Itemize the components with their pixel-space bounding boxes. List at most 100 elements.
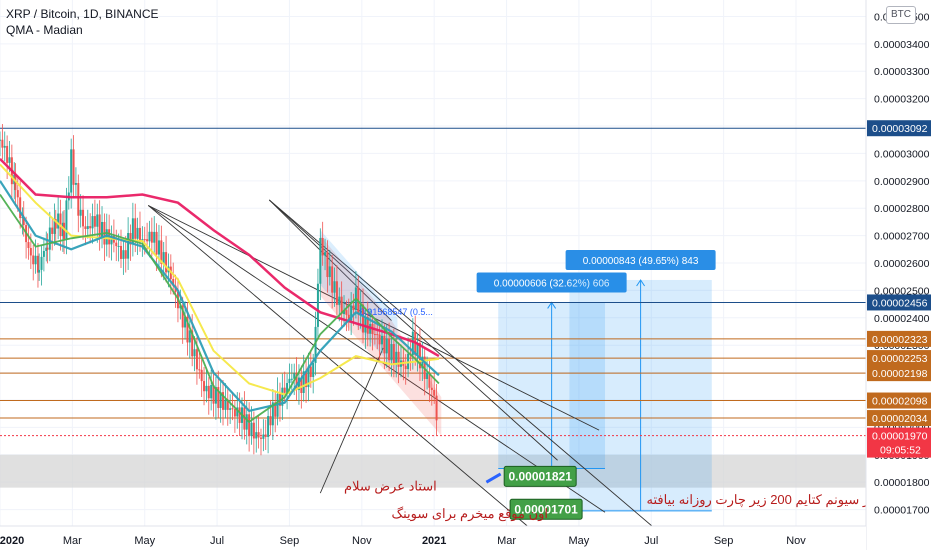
- candle-body: [364, 316, 367, 333]
- candle-body: [146, 239, 149, 242]
- candle-body: [416, 342, 419, 356]
- x-tick-label: Sep: [280, 535, 300, 547]
- level-tag-bg: [867, 427, 931, 444]
- candle-body: [188, 330, 191, 343]
- candle-body: [255, 432, 258, 439]
- candle-body: [333, 281, 336, 293]
- candle-body: [219, 392, 222, 408]
- trend-line: [268, 199, 659, 532]
- trend-lines: [147, 199, 659, 532]
- y-tick-label: 0.00002900: [874, 176, 930, 188]
- candle-body: [305, 371, 308, 388]
- candle-body: [385, 338, 388, 354]
- symbol-title[interactable]: XRP / Bitcoin, 1D, BINANCE: [6, 7, 159, 21]
- candle-body: [195, 349, 198, 370]
- candle-body: [395, 351, 398, 365]
- x-tick-label: Nov: [786, 535, 806, 547]
- candle-body: [433, 389, 436, 396]
- highlight-zone: [0, 454, 866, 488]
- candle-body: [428, 372, 431, 388]
- candle-body: [162, 252, 165, 264]
- candle-body: [93, 216, 96, 227]
- grid-lines: [0, 0, 866, 526]
- candle-body: [27, 242, 30, 248]
- x-tick-label: 2021: [422, 535, 446, 547]
- candle-body: [34, 255, 37, 265]
- candle-body: [222, 392, 225, 410]
- projection-label-2: 0.00000843 (49.65%) 843: [583, 256, 699, 267]
- y-tick-label: 0.00001700: [874, 505, 930, 517]
- level-tag: 0.00002034: [872, 413, 928, 425]
- level-tag: 0.00002456: [872, 297, 928, 309]
- candle-body: [1, 139, 4, 148]
- candle-body: [376, 334, 379, 336]
- projection-arrowhead-2: [636, 279, 646, 287]
- candle-body: [338, 296, 341, 305]
- x-tick-label: Sep: [714, 535, 734, 547]
- trend-line: [147, 205, 535, 532]
- candle-body: [274, 402, 277, 417]
- candle-body: [307, 366, 310, 388]
- candle-body: [124, 250, 127, 259]
- candle-body: [89, 226, 92, 229]
- countdown-bg: [867, 441, 931, 458]
- candle-body: [79, 209, 82, 216]
- projection-label-bg-2: [565, 249, 716, 270]
- candle-body: [101, 221, 104, 237]
- candle-body: [288, 378, 291, 384]
- countdown-label: 09:05:52: [880, 445, 921, 457]
- candle-body: [193, 349, 196, 357]
- level-tag-bg: [867, 410, 931, 427]
- annotation-line-2: من منتظر سیونم کتایم 200 زیر چارت روزانه…: [647, 492, 916, 508]
- price-marker-2-bg: [509, 498, 583, 520]
- candle-body: [435, 395, 438, 421]
- candle-body: [335, 281, 338, 305]
- fib-label: 0.91568547 (0.5...: [360, 307, 433, 317]
- candle-body: [57, 213, 60, 229]
- candle-body: [91, 216, 94, 229]
- candle-body: [36, 255, 39, 273]
- y-tick-label: 0.00003400: [874, 39, 930, 51]
- level-tag-bg: [867, 330, 931, 347]
- candle-body: [418, 342, 421, 369]
- candle-body: [8, 157, 11, 163]
- candle-body: [3, 145, 6, 148]
- price-levels: [0, 127, 866, 437]
- candle-body: [127, 233, 130, 259]
- candle-body: [0, 139, 1, 141]
- candle-body: [22, 216, 25, 226]
- x-tick-label: Jul: [644, 535, 658, 547]
- currency-button[interactable]: BTC: [886, 6, 916, 24]
- level-tag: 0.00002323: [872, 334, 928, 346]
- indicator-legend[interactable]: QMA - Madian: [6, 23, 83, 37]
- candle-body: [231, 408, 234, 410]
- candle-body: [281, 387, 284, 406]
- candle-body: [148, 231, 151, 242]
- candle-body: [319, 237, 322, 284]
- candle-body: [77, 182, 80, 216]
- price-marker-1-bg: [503, 465, 577, 487]
- candle-body: [134, 218, 137, 239]
- candle-body: [117, 245, 120, 247]
- candle-body: [198, 369, 201, 371]
- candle-body: [321, 237, 324, 256]
- candle-body: [390, 344, 393, 361]
- candle-body: [290, 378, 293, 380]
- candle-body: [362, 304, 365, 333]
- candle-body: [160, 240, 163, 264]
- candle-body: [110, 235, 113, 245]
- candle-body: [19, 197, 22, 219]
- candle-body: [191, 330, 194, 357]
- candle-body: [347, 314, 350, 321]
- x-tick-labels: 2020 Mar May Jul Sep Nov 2021 Mar May Jul Sep Nov: [0, 535, 806, 547]
- price-marker-2: 0.00001701: [514, 502, 578, 516]
- series-line-2: [0, 158, 440, 358]
- candle-body: [343, 310, 346, 315]
- candle-body: [32, 255, 35, 265]
- candle-body: [200, 369, 203, 382]
- candle-body: [61, 222, 64, 237]
- candle-body: [295, 373, 298, 391]
- candle-body: [46, 247, 49, 250]
